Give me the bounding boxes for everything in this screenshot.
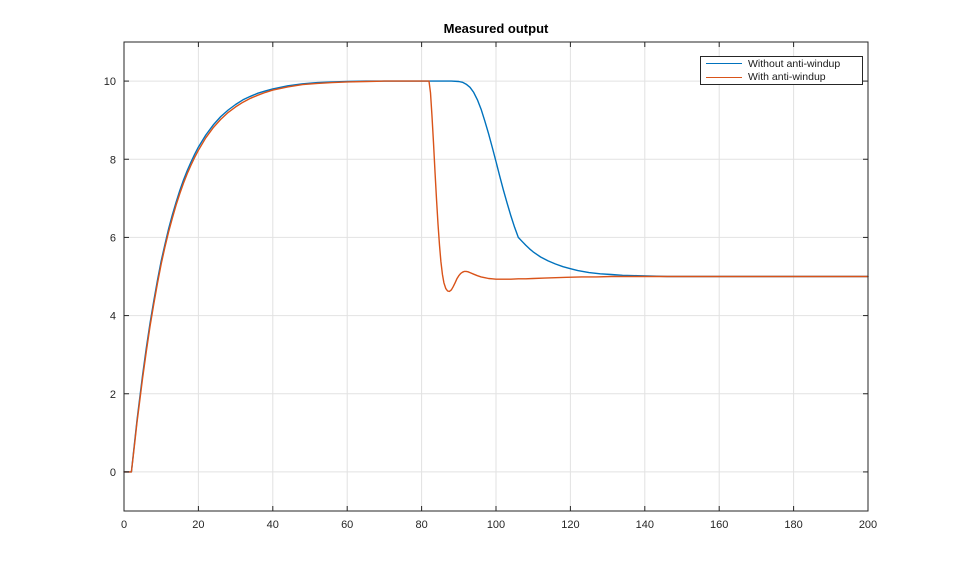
y-tick-label: 10 — [104, 76, 116, 88]
y-tick-label: 0 — [110, 467, 116, 479]
x-tick-label: 80 — [415, 519, 427, 531]
legend-label: Without anti-windup — [748, 57, 841, 70]
legend-line-sample — [706, 76, 742, 78]
x-tick-label: 20 — [192, 519, 204, 531]
x-tick-label: 200 — [859, 519, 877, 531]
y-tick-label: 2 — [110, 389, 116, 401]
x-tick-label: 60 — [341, 519, 353, 531]
x-tick-label: 160 — [710, 519, 728, 531]
legend-line-sample — [706, 63, 742, 65]
y-tick-label: 8 — [110, 154, 116, 166]
chart-title: Measured output — [443, 21, 549, 36]
legend: Without anti-windup With anti-windup — [700, 56, 863, 85]
y-tick-label: 6 — [110, 232, 116, 244]
x-tick-label: 0 — [121, 519, 127, 531]
x-tick-label: 100 — [487, 519, 505, 531]
series-line-with-anti-windup — [123, 80, 869, 473]
legend-item: Without anti-windup — [701, 57, 862, 70]
legend-label: With anti-windup — [748, 71, 826, 84]
legend-item: With anti-windup — [701, 71, 862, 84]
x-tick-label: 180 — [784, 519, 802, 531]
x-tick-label: 120 — [561, 519, 579, 531]
x-tick-label: 40 — [267, 519, 279, 531]
y-tick-label: 4 — [110, 311, 116, 323]
x-tick-label: 140 — [636, 519, 654, 531]
